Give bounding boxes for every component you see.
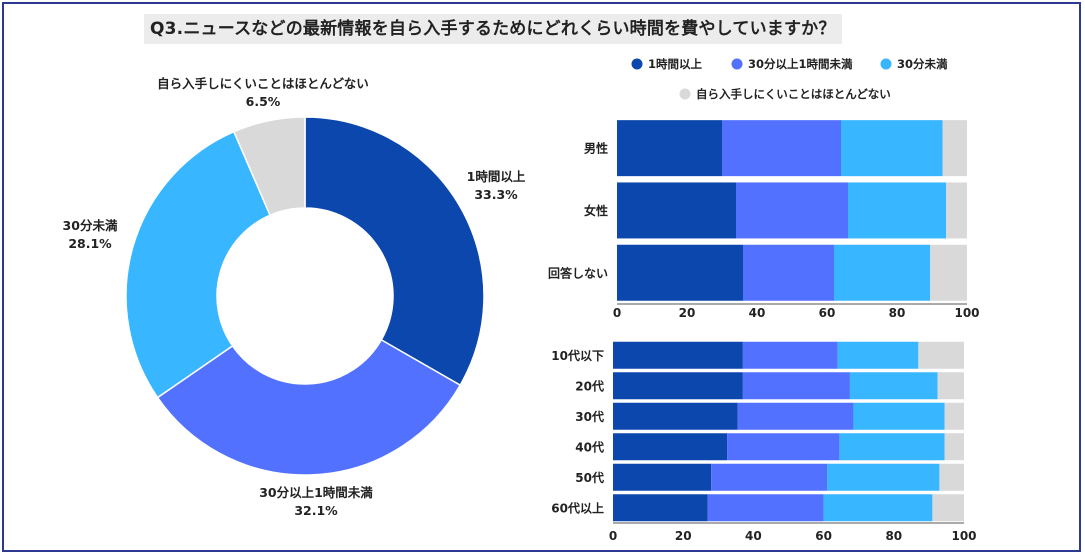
donut-label-1: 1時間以上: [467, 169, 526, 184]
age-bar-1-1: [613, 341, 743, 369]
donut-value-2: 32.1%: [294, 503, 338, 518]
age-category-label-5: 50代: [575, 470, 604, 485]
age-bar-6-3: [823, 494, 933, 522]
donut-slice-3: [125, 130, 272, 399]
age-bar-6-1: [613, 494, 708, 522]
donut-label-2: 30分以上1時間未満: [259, 485, 373, 500]
age-bar-2-1: [613, 372, 743, 400]
age-bar-2-2: [742, 372, 850, 400]
gender-bar-2-2: [736, 182, 848, 239]
age-bar-3-1: [613, 402, 738, 430]
legend-label-2: 30分以上1時間未満: [748, 57, 853, 71]
gender-category-label-2: 女性: [584, 203, 608, 218]
age-bar-2-3: [849, 372, 938, 400]
age-tick-label-4: 60: [815, 529, 832, 543]
donut-slice-1: [304, 116, 485, 387]
legend-marker-2: [731, 58, 743, 70]
age-bar-1-4: [918, 341, 964, 369]
gender-category-label-1: 男性: [584, 141, 608, 156]
age-bar-5-3: [827, 463, 940, 491]
age-bar-5-2: [711, 463, 828, 491]
gender-category-label-3: 回答しない: [548, 265, 608, 280]
donut-value-1: 33.3%: [474, 187, 518, 202]
age-bar-2-4: [937, 372, 964, 400]
donut-slice-4: [232, 116, 306, 217]
gender-bar-2-4: [946, 182, 967, 239]
gender-bar-1-3: [841, 120, 943, 177]
age-bar-4-4: [944, 433, 964, 461]
age-category-label-4: 40代: [575, 439, 604, 454]
age-category-label-2: 20代: [575, 378, 604, 393]
gender-bar-3-1: [617, 244, 743, 301]
donut-label-4: 自ら入手しにくいことはほとんどない: [157, 76, 369, 91]
legend-label-4: 自ら入手しにくいことはほとんどない: [696, 87, 891, 101]
age-bar-6-2: [707, 494, 824, 522]
age-tick-label-1: 0: [609, 529, 617, 543]
gender-tick-label-6: 100: [954, 306, 979, 320]
gender-bar-3-3: [834, 244, 931, 301]
age-tick-label-5: 80: [885, 529, 902, 543]
legend-marker-1: [631, 58, 643, 70]
gender-bar-2-1: [617, 182, 736, 239]
age-bar-5-1: [613, 463, 712, 491]
age-bar-5-4: [939, 463, 964, 491]
age-bar-3-2: [737, 402, 854, 430]
age-bar-3-4: [944, 402, 964, 430]
age-tick-label-2: 20: [675, 529, 692, 543]
gender-tick-label-4: 60: [819, 306, 836, 320]
gender-bar-1-2: [722, 120, 841, 177]
gender-bar-2-3: [848, 182, 946, 239]
age-bar-4-2: [727, 433, 840, 461]
age-category-label-1: 10代以下: [551, 348, 604, 363]
age-category-label-6: 60代以上: [551, 500, 604, 515]
gender-tick-label-3: 40: [749, 306, 766, 320]
donut-value-3: 28.1%: [68, 236, 112, 251]
age-tick-label-6: 100: [951, 529, 976, 543]
age-bar-6-4: [932, 494, 964, 522]
age-bar-4-3: [839, 433, 945, 461]
chart-title: Q3.ニュースなどの最新情報を自ら入手するためにどれくらい時間を費やしていますか…: [144, 14, 842, 44]
age-bar-3-3: [853, 402, 945, 430]
donut-value-4: 6.5%: [246, 94, 281, 109]
donut-slice-2: [156, 338, 462, 476]
age-category-label-3: 30代: [575, 409, 604, 424]
gender-tick-label-2: 20: [679, 306, 696, 320]
gender-bar-1-1: [617, 120, 722, 177]
legend-marker-4: [679, 88, 691, 100]
gender-tick-label-1: 0: [613, 306, 621, 320]
gender-tick-label-5: 80: [889, 306, 906, 320]
age-bar-1-3: [837, 341, 919, 369]
gender-bar-3-4: [930, 244, 967, 301]
legend-label-3: 30分未満: [897, 57, 948, 71]
gender-bar-3-2: [743, 244, 834, 301]
donut-label-3: 30分未満: [63, 218, 118, 233]
age-bar-1-2: [742, 341, 838, 369]
legend-label-1: 1時間以上: [648, 57, 703, 71]
age-bar-4-1: [613, 433, 728, 461]
legend-marker-3: [880, 58, 892, 70]
gender-bar-1-4: [942, 120, 967, 177]
age-tick-label-3: 40: [745, 529, 762, 543]
